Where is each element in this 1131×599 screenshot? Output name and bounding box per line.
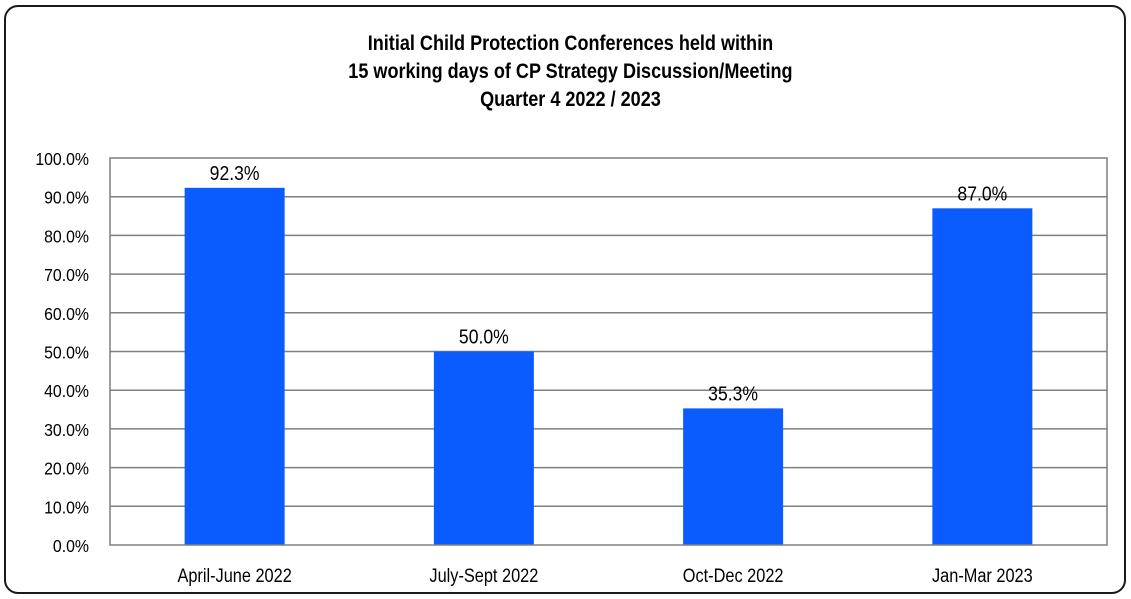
bar bbox=[433, 351, 534, 545]
bar bbox=[683, 408, 784, 545]
x-category-label: Oct-Dec 2022 bbox=[683, 565, 784, 586]
bars bbox=[184, 187, 1033, 545]
y-tick-label: 0.0% bbox=[53, 536, 89, 556]
y-tick-label: 50.0% bbox=[44, 343, 89, 363]
data-labels: 92.3% 50.0% 35.3% 87.0% bbox=[210, 162, 1008, 405]
y-axis-tick-labels: 0.0% 10.0% 20.0% 30.0% 40.0% 50.0% 60.0% 70.0% 8… bbox=[35, 149, 89, 556]
y-tick-label: 10.0% bbox=[44, 497, 89, 517]
chart-title-line-2: 15 working days of CP Strategy Discussio… bbox=[348, 60, 793, 83]
x-category-label: April-June 2022 bbox=[177, 565, 291, 586]
chart-title-line-3: Quarter 4 2022 / 2023 bbox=[480, 88, 661, 111]
data-label: 87.0% bbox=[957, 182, 1007, 204]
y-tick-label: 60.0% bbox=[44, 304, 89, 324]
y-tick-label: 30.0% bbox=[44, 420, 89, 440]
y-tick-label: 80.0% bbox=[44, 226, 89, 246]
y-tick-label: 40.0% bbox=[44, 381, 89, 401]
y-tick-label: 20.0% bbox=[44, 459, 89, 479]
chart-title-line-1: Initial Child Protection Conferences hel… bbox=[367, 32, 774, 55]
x-category-label: July-Sept 2022 bbox=[429, 565, 538, 586]
y-tick-label: 90.0% bbox=[44, 188, 89, 208]
chart-title: Initial Child Protection Conferences hel… bbox=[80, 30, 1061, 114]
x-category-label: Jan-Mar 2023 bbox=[932, 565, 1033, 586]
bar bbox=[932, 208, 1033, 545]
data-label: 92.3% bbox=[210, 162, 260, 184]
plot-area-border bbox=[109, 157, 1108, 546]
x-axis-category-labels: April-June 2022 July-Sept 2022 Oct-Dec 202… bbox=[177, 565, 1032, 586]
y-tick-label: 70.0% bbox=[44, 265, 89, 285]
data-label: 35.3% bbox=[708, 382, 758, 404]
data-label: 50.0% bbox=[459, 325, 509, 347]
y-tick-label: 100.0% bbox=[35, 149, 89, 169]
bar bbox=[184, 187, 285, 545]
